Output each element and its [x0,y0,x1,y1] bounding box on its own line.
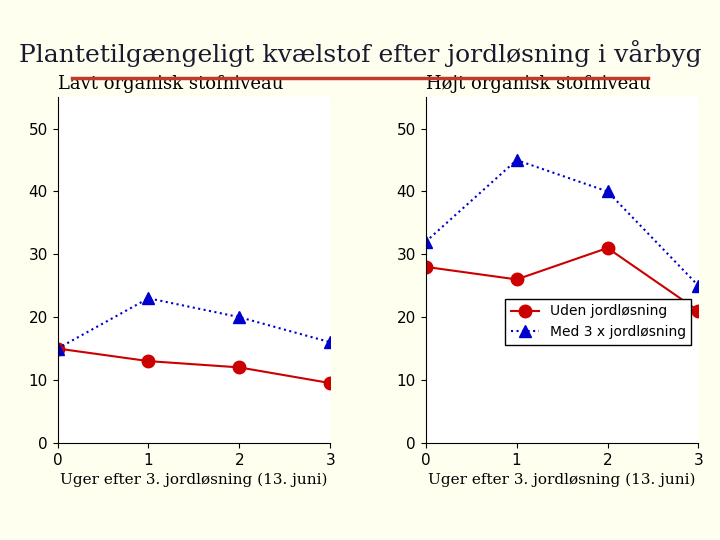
Text: Lavt organisk stofniveau: Lavt organisk stofniveau [58,75,283,93]
Text: Plantetilgængeligt kvælstof efter jordløsning i vårbyg: Plantetilgængeligt kvælstof efter jordlø… [19,40,701,68]
X-axis label: Uger efter 3. jordløsning (13. juni): Uger efter 3. jordløsning (13. juni) [60,473,328,488]
X-axis label: Uger efter 3. jordløsning (13. juni): Uger efter 3. jordløsning (13. juni) [428,473,696,488]
Text: Højt organisk stofniveau: Højt organisk stofniveau [426,75,650,93]
Legend: Uden jordløsning, Med 3 x jordløsning: Uden jordløsning, Med 3 x jordløsning [505,299,691,345]
